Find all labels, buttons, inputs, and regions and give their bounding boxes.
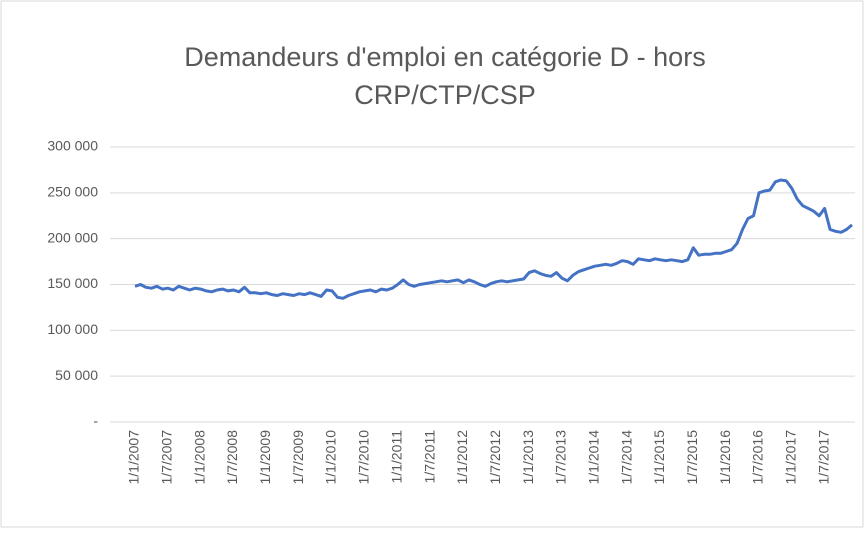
y-tick-label: 150 000 bbox=[47, 275, 98, 291]
x-tick-label: 1/7/2007 bbox=[159, 430, 175, 485]
x-tick-label: 1/7/2017 bbox=[815, 430, 831, 485]
x-tick-label: 1/1/2017 bbox=[782, 430, 798, 485]
chart-title: CRP/CTP/CSP bbox=[354, 80, 536, 110]
x-tick-label: 1/1/2012 bbox=[454, 430, 470, 485]
x-tick-label: 1/7/2016 bbox=[750, 430, 766, 485]
x-tick-label: 1/1/2008 bbox=[191, 430, 207, 485]
x-tick-label: 1/7/2012 bbox=[487, 430, 503, 485]
x-tick-label: 1/1/2016 bbox=[717, 430, 733, 485]
x-tick-label: 1/7/2008 bbox=[224, 430, 240, 485]
x-tick-label: 1/1/2014 bbox=[585, 430, 601, 485]
data-line bbox=[134, 178, 853, 300]
x-tick-label: 1/7/2015 bbox=[684, 430, 700, 485]
x-tick-label: 1/7/2014 bbox=[618, 430, 634, 485]
x-tick-label: 1/1/2009 bbox=[257, 430, 273, 485]
y-tick-label: 200 000 bbox=[47, 229, 98, 245]
x-tick-label: 1/1/2011 bbox=[388, 430, 404, 484]
x-tick-label: 1/7/2009 bbox=[290, 430, 306, 485]
y-tick-label: - bbox=[93, 413, 98, 429]
chart-title: Demandeurs d'emploi en catégorie D - hor… bbox=[184, 42, 705, 72]
x-tick-label: 1/1/2013 bbox=[520, 430, 536, 485]
x-tick-label: 1/7/2013 bbox=[553, 430, 569, 485]
y-tick-label: 50 000 bbox=[55, 367, 98, 383]
y-tick-label: 300 000 bbox=[47, 138, 98, 154]
x-tick-label: 1/1/2007 bbox=[126, 430, 142, 485]
x-tick-label: 1/7/2011 bbox=[421, 430, 437, 484]
y-tick-label: 250 000 bbox=[47, 184, 98, 200]
x-tick-label: 1/1/2010 bbox=[323, 430, 339, 485]
y-tick-label: 100 000 bbox=[47, 321, 98, 337]
x-tick-label: 1/1/2015 bbox=[651, 430, 667, 485]
x-tick-label: 1/7/2010 bbox=[356, 430, 372, 485]
